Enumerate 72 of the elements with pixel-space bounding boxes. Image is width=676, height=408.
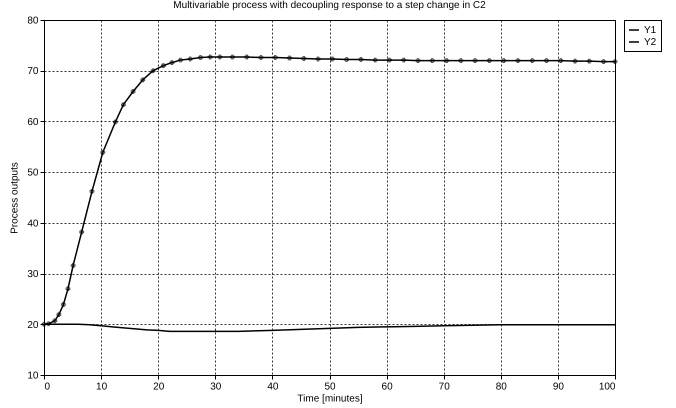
x-tick-label: 10 [96, 382, 108, 392]
x-tick-label: 30 [210, 382, 222, 392]
y-tick-label: 20 [27, 320, 39, 331]
point [79, 230, 84, 234]
point [458, 58, 464, 63]
point [544, 58, 549, 63]
point [150, 68, 156, 74]
point [100, 150, 106, 155]
x-axis-title: Time [minutes] [297, 394, 363, 404]
point [530, 58, 535, 63]
legend-label: Y2 [644, 37, 657, 48]
chart-title: Multivariable process with decoupling response to a step change in C2 [173, 0, 486, 11]
point [444, 58, 449, 63]
x-tick-label: 80 [496, 382, 508, 392]
x-tick-label: 70 [438, 382, 450, 392]
point [52, 318, 58, 324]
point [316, 56, 320, 62]
point [472, 58, 478, 63]
point [516, 58, 520, 63]
point [61, 302, 66, 307]
point [344, 57, 349, 62]
point [330, 56, 335, 62]
point [140, 77, 146, 82]
y-tick-label: 70 [27, 66, 39, 78]
point [217, 54, 222, 60]
x-tick-label: 0 [44, 382, 50, 392]
point [121, 102, 126, 108]
x-tick-label: 20 [153, 382, 165, 392]
legend-label: Y1 [644, 25, 657, 36]
point [198, 55, 203, 60]
point [170, 60, 174, 65]
point [208, 54, 213, 60]
point [70, 263, 76, 268]
point [586, 58, 592, 64]
point [230, 54, 235, 60]
point [401, 58, 406, 62]
point [501, 58, 506, 63]
y-tick-label: 40 [27, 218, 39, 230]
point [301, 56, 306, 61]
point [601, 59, 606, 64]
y-tick-label: 60 [27, 116, 39, 128]
point [244, 54, 250, 60]
y-tick-label: 50 [27, 168, 39, 179]
point [430, 58, 435, 63]
point [487, 58, 492, 63]
point [178, 58, 183, 62]
point [372, 58, 378, 62]
point [130, 89, 136, 94]
point [416, 58, 420, 63]
x-tick-label: 50 [324, 382, 336, 392]
y-tick-label: 30 [27, 269, 39, 280]
x-tick-label: 90 [552, 382, 564, 392]
point [387, 58, 392, 62]
point [90, 189, 94, 194]
point [188, 56, 193, 62]
point [558, 58, 564, 63]
point [258, 55, 264, 60]
y-tick-label: 80 [27, 16, 39, 26]
point [612, 59, 618, 64]
y-axis-title: Process outputs [9, 162, 20, 234]
point [287, 56, 292, 60]
point [66, 286, 70, 292]
point [113, 120, 118, 124]
point [160, 63, 166, 68]
point [56, 312, 62, 318]
y-tick-label: 10 [27, 370, 39, 382]
x-tick-label: 100 [598, 382, 616, 392]
x-tick-label: 40 [267, 382, 279, 392]
point [572, 58, 578, 64]
point [272, 55, 278, 60]
point [358, 57, 364, 62]
x-tick-label: 60 [382, 382, 394, 392]
